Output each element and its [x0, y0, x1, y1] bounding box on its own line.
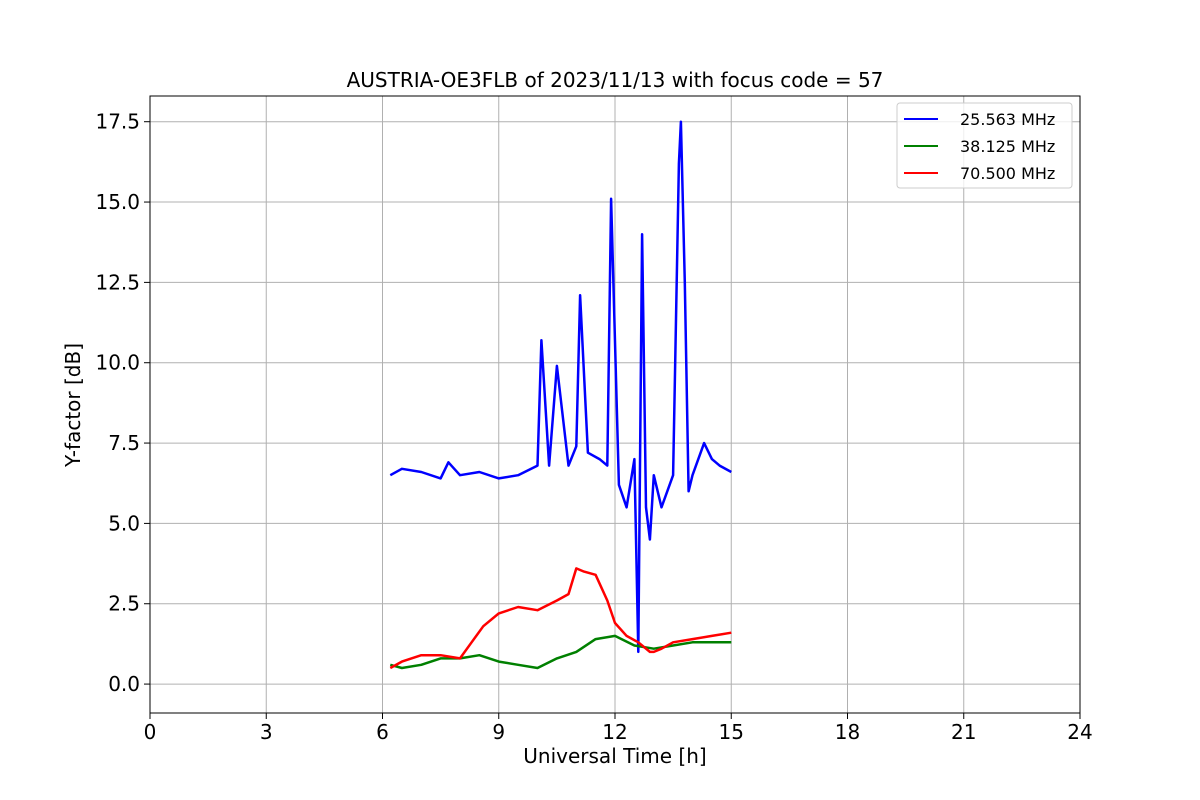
legend-label-2: 38.125 MHz — [960, 137, 1055, 156]
y-tick-label: 15.0 — [95, 190, 140, 214]
x-axis-label: Universal Time [h] — [523, 744, 706, 768]
x-tick-label: 0 — [144, 720, 157, 744]
legend-label-3: 70.500 MHz — [960, 164, 1055, 183]
x-axis: 0 3 6 9 12 15 18 21 24 — [144, 713, 1093, 744]
y-tick-label: 0.0 — [108, 672, 140, 696]
series-line-3 — [389, 567, 732, 670]
y-axis-label: Y-factor [dB] — [61, 343, 85, 468]
y-axis: 0.0 2.5 5.0 7.5 10.0 12.5 15.0 17.5 — [95, 110, 150, 696]
x-tick-label: 15 — [719, 720, 744, 744]
series-line-2 — [389, 634, 732, 670]
legend: 25.563 MHz 38.125 MHz 70.500 MHz — [896, 102, 1073, 189]
x-tick-label: 12 — [602, 720, 627, 744]
x-tick-label: 18 — [835, 720, 860, 744]
x-tick-label: 21 — [951, 720, 976, 744]
x-tick-label: 6 — [376, 720, 389, 744]
y-tick-label: 5.0 — [108, 511, 140, 535]
series-layer — [389, 120, 732, 670]
x-tick-label: 24 — [1067, 720, 1092, 744]
series-line-1 — [389, 120, 732, 654]
x-tick-label: 3 — [260, 720, 273, 744]
x-tick-label: 9 — [492, 720, 505, 744]
y-tick-label: 17.5 — [95, 110, 140, 134]
y-tick-label: 12.5 — [95, 270, 140, 294]
y-tick-label: 2.5 — [108, 592, 140, 616]
chart-title: AUSTRIA-OE3FLB of 2023/11/13 with focus … — [347, 68, 884, 92]
legend-box — [896, 102, 1073, 189]
legend-label-1: 25.563 MHz — [960, 110, 1055, 129]
y-tick-label: 10.0 — [95, 351, 140, 375]
y-tick-label: 7.5 — [108, 431, 140, 455]
